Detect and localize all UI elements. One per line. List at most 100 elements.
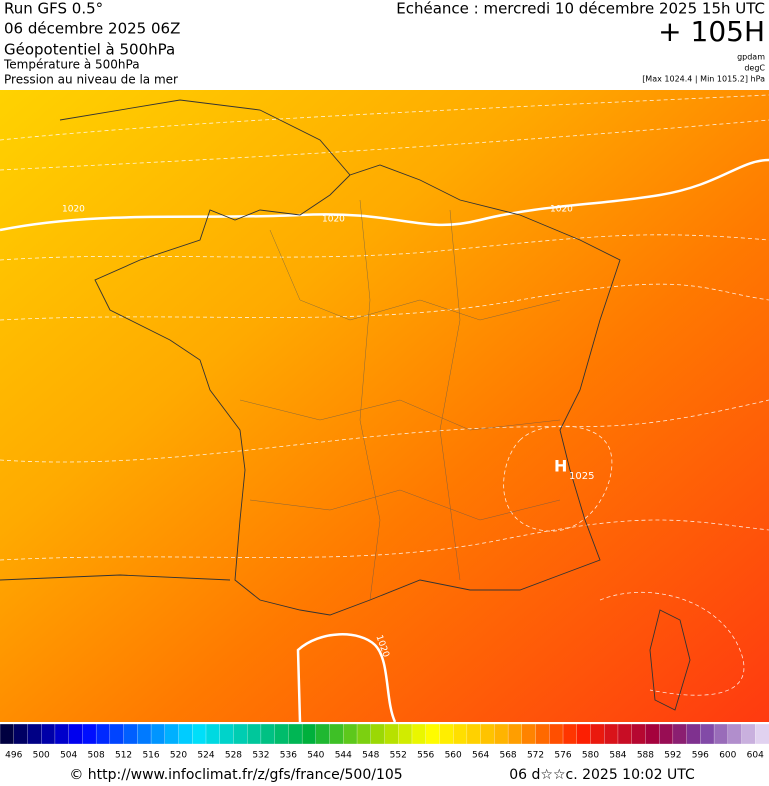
colorbar-swatch — [178, 723, 193, 745]
colorbar-swatch — [27, 723, 42, 745]
layer: Pression au niveau de la mer — [4, 73, 178, 87]
colorbar-swatch — [95, 723, 111, 745]
colorbar-swatch — [672, 723, 688, 745]
colorbar-swatch — [425, 723, 441, 745]
colorbar-label: 548 — [362, 751, 379, 761]
colorbar-swatch — [123, 723, 138, 745]
unit: gpdam — [737, 53, 765, 62]
colorbar-swatch — [82, 723, 97, 745]
unit: degC — [744, 64, 765, 73]
colorbar-swatch — [700, 723, 715, 745]
colorbar-swatch — [233, 723, 248, 745]
colorbar-swatch — [398, 723, 413, 745]
forecast: Echéance : mercredi 10 décembre 2025 15h… — [396, 0, 765, 18]
colorbar-swatch — [384, 723, 399, 745]
colorbar-label: 544 — [335, 751, 352, 761]
colorbar-label: 584 — [609, 751, 626, 761]
colorbar-swatch — [686, 723, 701, 745]
colorbar-label: 576 — [554, 751, 571, 761]
colorbar-label: 500 — [33, 751, 50, 761]
high-marker: H — [554, 457, 567, 476]
colorbar-label: 552 — [390, 751, 407, 761]
colorbar-swatch — [260, 723, 276, 745]
colorbar-swatch — [466, 723, 482, 745]
colorbar-swatch — [343, 723, 358, 745]
colorbar: 496 500 504 508 512 516 520 524 528 532 536 540 544 5… — [0, 723, 769, 761]
colorbar-swatch — [164, 723, 180, 745]
source-url: © http://www.infoclimat.fr/z/gfs/france/… — [69, 767, 402, 783]
colorbar-label: 520 — [170, 751, 187, 761]
colorbar-swatch — [521, 723, 537, 745]
isobar-label: 1020 — [550, 205, 573, 215]
colorbar-swatch — [192, 723, 207, 745]
dashed-contours — [0, 94, 769, 696]
colorbar-swatch — [315, 723, 331, 745]
colorbar-swatch — [713, 723, 729, 745]
colorbar-swatch — [576, 723, 592, 745]
colorbar-swatch — [41, 723, 56, 745]
colorbar-swatch — [329, 723, 344, 745]
colorbar-swatch — [137, 723, 152, 745]
coastlines — [0, 99, 691, 711]
colorbar-swatch — [727, 723, 743, 745]
colorbar-label: 560 — [445, 751, 462, 761]
colorbar-swatch — [370, 723, 386, 745]
colorbar-swatch — [549, 723, 564, 745]
layer: Température à 500hPa — [3, 58, 140, 72]
colorbar-label: 512 — [115, 751, 132, 761]
colorbar-swatch — [54, 723, 70, 745]
colorbar-swatch — [205, 723, 221, 745]
colorbar-label: 536 — [280, 751, 297, 761]
colorbar-swatch — [301, 723, 317, 745]
colorbar-swatch — [480, 723, 496, 745]
colorbar-swatch — [562, 723, 578, 745]
colorbar-label: 588 — [637, 751, 654, 761]
colorbar-label: 564 — [472, 751, 489, 761]
colorbar-swatch — [494, 723, 509, 745]
regions — [239, 199, 561, 601]
isobar-label: 1020 — [322, 215, 345, 225]
run: Run GFS 0.5° — [4, 0, 103, 18]
colorbar-swatch — [288, 723, 303, 745]
colorbar-swatch — [274, 723, 290, 745]
colorbar-label: 556 — [417, 751, 434, 761]
colorbar-swatch — [453, 723, 468, 745]
lead-time: + 105H — [658, 15, 765, 48]
colorbar-label: 516 — [142, 751, 159, 761]
colorbar-label: 568 — [499, 751, 516, 761]
colorbar-label: 496 — [5, 751, 22, 761]
colorbar-swatch — [356, 723, 372, 745]
colorbar-swatch — [150, 723, 166, 745]
colorbar-swatch — [247, 723, 262, 745]
timestamp: 06 d☆☆c. 2025 10:02 UTC — [509, 767, 695, 783]
colorbar-swatch — [109, 723, 125, 745]
colorbar-swatch — [741, 723, 756, 745]
colorbar-swatch — [219, 723, 235, 745]
layer: Géopotentiel à 500hPa — [4, 41, 175, 59]
run-date: 06 décembre 2025 06Z — [4, 20, 180, 38]
colorbar-swatch — [604, 723, 619, 745]
colorbar-label: 572 — [527, 751, 544, 761]
colorbar-label: 528 — [225, 751, 242, 761]
colorbar-swatch — [590, 723, 605, 745]
colorbar-swatch — [631, 723, 647, 745]
high-value: 1025 — [569, 471, 594, 482]
colorbar-swatch — [439, 723, 454, 745]
colorbar-swatch — [507, 723, 523, 745]
isobar-label: 1020 — [62, 205, 85, 215]
colorbar-label: 580 — [582, 751, 599, 761]
colorbar-swatch — [68, 723, 84, 745]
colorbar-label: 508 — [88, 751, 105, 761]
colorbar-label: 540 — [307, 751, 324, 761]
colorbar-label: 596 — [692, 751, 709, 761]
map-area: 1020 1020 1020 1020 H 1025 — [0, 90, 769, 723]
colorbar-swatch — [13, 723, 29, 745]
colorbar-swatch — [411, 723, 427, 745]
colorbar-label: 524 — [197, 751, 214, 761]
colorbar-label: 504 — [60, 751, 77, 761]
colorbar-label: 592 — [664, 751, 681, 761]
min-max: [Max 1024.4 | Min 1015.2] hPa — [642, 75, 765, 84]
colorbar-swatch — [755, 723, 769, 745]
